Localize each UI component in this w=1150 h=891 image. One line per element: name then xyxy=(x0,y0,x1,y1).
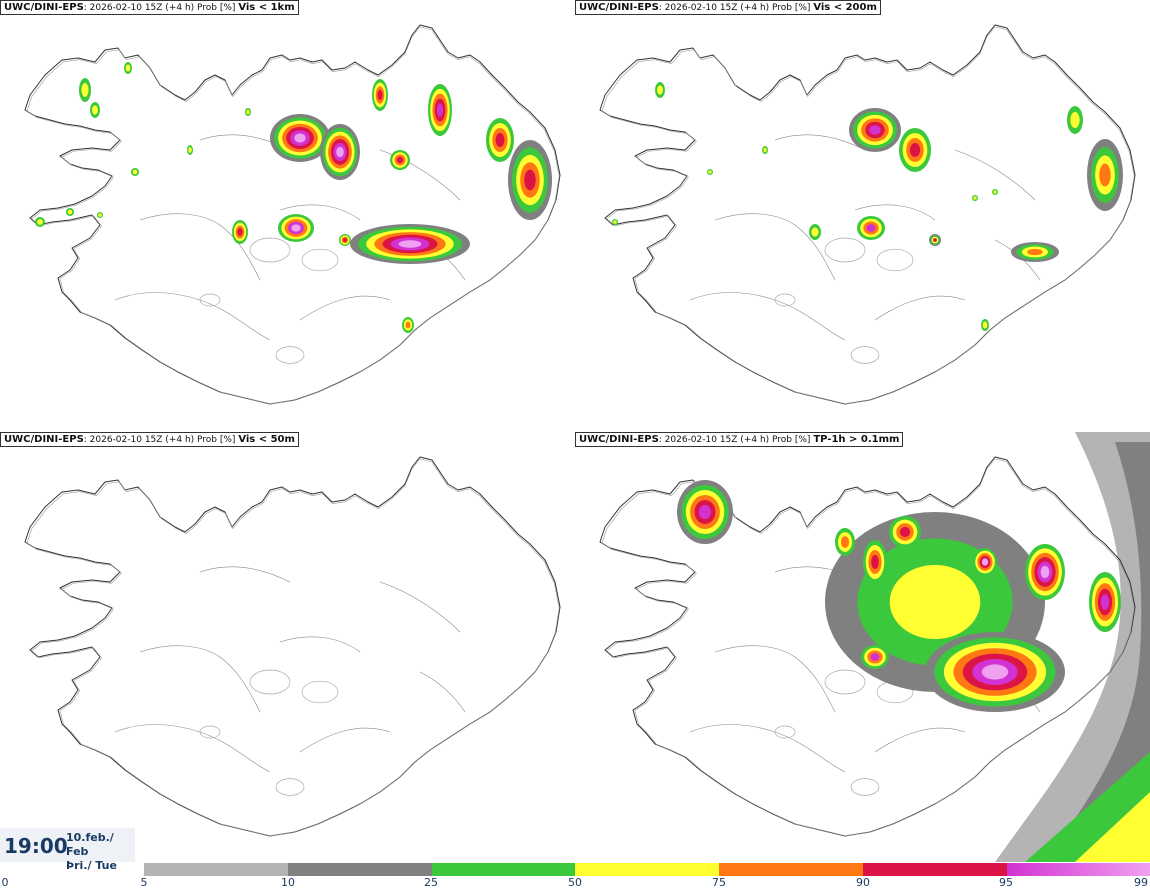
legend-tick: 50 xyxy=(568,876,582,889)
probability-blob xyxy=(372,79,388,111)
probability-blob xyxy=(1089,572,1121,632)
probability-blob xyxy=(857,216,885,240)
legend-tick: 5 xyxy=(140,876,148,889)
probability-blob xyxy=(677,480,733,544)
legend-seg-75 xyxy=(719,863,863,876)
legend-seg-90 xyxy=(863,863,1007,876)
probability-blob xyxy=(863,540,887,584)
probability-blob xyxy=(972,195,978,201)
probability-blob xyxy=(929,234,941,246)
panel-title: UWC/DINI-EPS: 2026-02-10 15Z (+4 h) Prob… xyxy=(575,0,881,15)
probability-blob xyxy=(1067,106,1083,134)
valid-date-line2: Þri./ Tue xyxy=(66,859,117,872)
map-svg xyxy=(599,24,1136,405)
map-panel-vis-200m: UWC/DINI-EPS: 2026-02-10 15Z (+4 h) Prob… xyxy=(575,0,1150,430)
probability-blob xyxy=(762,146,768,154)
iceland-outline xyxy=(599,24,1136,405)
probability-blob xyxy=(124,62,132,74)
probability-legend: 0 5 10 25 50 75 90 95 99 xyxy=(0,862,1150,891)
valid-date-line1: 10.feb./ Feb xyxy=(66,831,114,858)
legend-tick: 99 xyxy=(1134,876,1148,889)
map-svg xyxy=(599,432,1150,862)
legend-seg-10 xyxy=(288,863,432,876)
probability-blob xyxy=(995,432,1150,862)
probability-blob xyxy=(861,645,889,669)
probability-blob xyxy=(390,150,410,170)
legend-seg-5 xyxy=(144,863,288,876)
panel-title: UWC/DINI-EPS: 2026-02-10 15Z (+4 h) Prob… xyxy=(0,432,299,447)
map-svg xyxy=(24,456,561,837)
probability-blob xyxy=(35,217,45,227)
probability-blob xyxy=(973,548,997,576)
probability-blob xyxy=(245,108,251,116)
probability-blob xyxy=(278,214,314,242)
probability-blob xyxy=(232,220,248,244)
probability-blob xyxy=(339,234,351,246)
probability-blob xyxy=(835,528,855,556)
probability-blob xyxy=(849,108,901,152)
probability-blob xyxy=(402,317,414,333)
panel-title: UWC/DINI-EPS: 2026-02-10 15Z (+4 h) Prob… xyxy=(0,0,299,15)
valid-time: 19:00 xyxy=(4,834,68,858)
probability-blob xyxy=(320,124,360,180)
probability-blob xyxy=(981,319,989,331)
probability-blob xyxy=(350,224,470,264)
iceland-outline xyxy=(24,24,561,405)
map-panel-vis-50m: UWC/DINI-EPS: 2026-02-10 15Z (+4 h) Prob… xyxy=(0,432,575,862)
map-panel-vis-1km: UWC/DINI-EPS: 2026-02-10 15Z (+4 h) Prob… xyxy=(0,0,575,430)
probability-blob xyxy=(90,102,100,118)
legend-seg-25 xyxy=(432,863,575,876)
legend-seg-50 xyxy=(575,863,719,876)
probability-blob xyxy=(486,118,514,162)
probability-blob xyxy=(992,189,998,195)
probability-blob xyxy=(270,114,330,162)
probability-blob xyxy=(707,169,713,175)
probability-blob xyxy=(131,168,139,176)
probability-blob xyxy=(925,632,1065,712)
legend-tick: 75 xyxy=(712,876,726,889)
panel-title: UWC/DINI-EPS: 2026-02-10 15Z (+4 h) Prob… xyxy=(575,432,904,447)
valid-date: 10.feb./ Feb Þri./ Tue xyxy=(66,831,135,873)
legend-tick: 25 xyxy=(424,876,438,889)
legend-colorbar xyxy=(144,863,1150,876)
legend-tick: 10 xyxy=(281,876,295,889)
probability-blob xyxy=(889,516,921,548)
legend-tick: 0 xyxy=(1,876,9,889)
map-panel-precip: UWC/DINI-EPS: 2026-02-10 15Z (+4 h) Prob… xyxy=(575,432,1150,862)
probability-blob xyxy=(1011,242,1059,262)
probability-blob xyxy=(1025,752,1150,862)
probability-blob xyxy=(187,145,193,155)
probability-blob xyxy=(97,212,103,218)
probability-blob xyxy=(1087,139,1123,211)
probability-blob xyxy=(655,82,665,98)
iceland-outline xyxy=(24,456,561,837)
probability-blob xyxy=(79,78,91,102)
probability-blob xyxy=(1045,442,1150,862)
probability-blob xyxy=(66,208,74,216)
valid-time-box: 19:00 10.feb./ Feb Þri./ Tue xyxy=(0,828,135,872)
probability-blob xyxy=(809,224,821,240)
probability-blob xyxy=(508,140,552,220)
probability-blob xyxy=(612,219,618,225)
legend-tick: 90 xyxy=(856,876,870,889)
probability-blob xyxy=(1025,544,1065,600)
probability-blob xyxy=(428,84,452,136)
map-svg xyxy=(24,24,561,405)
legend-tick: 95 xyxy=(999,876,1013,889)
legend-seg-95 xyxy=(1007,863,1150,876)
probability-blob xyxy=(899,128,931,172)
